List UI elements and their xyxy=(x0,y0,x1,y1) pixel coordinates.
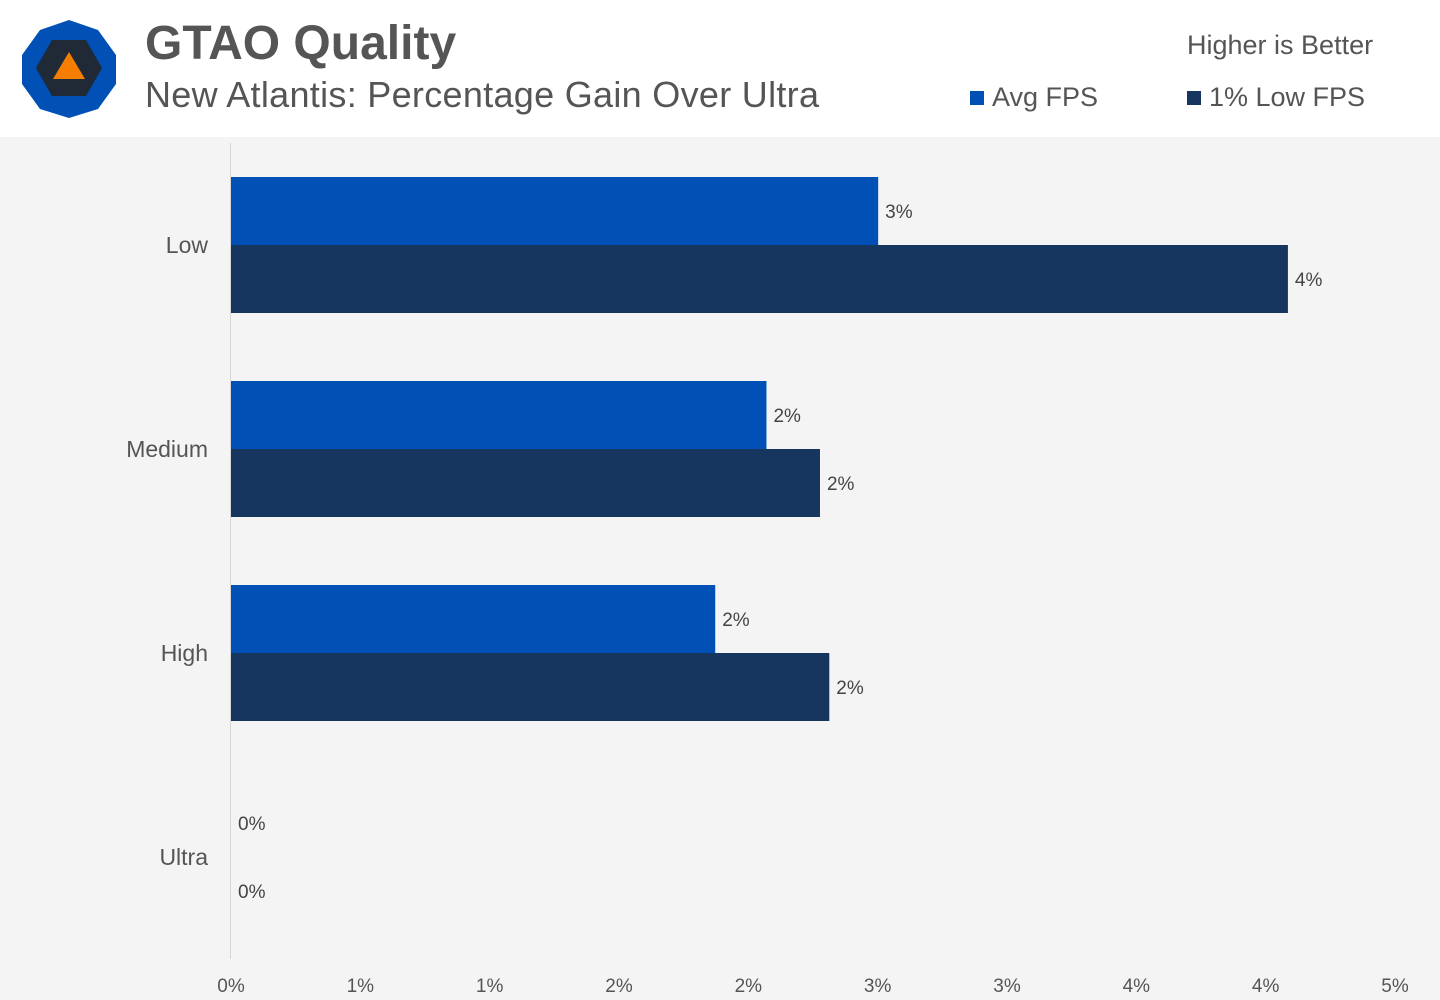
x-tick-label: 4% xyxy=(1252,976,1280,997)
data-label: 0% xyxy=(238,814,266,835)
data-label: 2% xyxy=(722,610,750,631)
chart-title: GTAO Quality xyxy=(145,17,457,70)
category-label: Medium xyxy=(126,436,208,462)
x-tick-label: 3% xyxy=(864,976,892,997)
bar-1-low-fps xyxy=(231,653,830,721)
category-label: Low xyxy=(166,232,209,258)
x-tick-label: 2% xyxy=(735,976,763,997)
legend-swatch-avg-fps xyxy=(970,90,984,105)
chart-subtitle: New Atlantis: Percentage Gain Over Ultra xyxy=(145,74,820,115)
legend-item-1pct-low-fps: 1% Low FPS xyxy=(1187,82,1365,113)
data-label: 3% xyxy=(885,202,913,223)
bar-avg-fps xyxy=(231,177,879,245)
x-tick-label: 0% xyxy=(217,976,245,997)
legend-swatch-1pct-low-fps xyxy=(1187,90,1201,105)
x-tick-label: 4% xyxy=(1123,976,1151,997)
data-label: 2% xyxy=(773,406,801,427)
data-label: 4% xyxy=(1295,270,1323,291)
legend-item-avg-fps: Avg FPS xyxy=(970,82,1098,113)
techspot-logo-icon xyxy=(22,20,116,118)
chart-header: GTAO Quality New Atlantis: Percentage Ga… xyxy=(0,0,1440,137)
bar-avg-fps xyxy=(231,381,767,449)
bar-1-low-fps xyxy=(231,245,1288,313)
data-label: 2% xyxy=(836,678,864,699)
bar-avg-fps xyxy=(231,585,716,653)
x-tick-label: 5% xyxy=(1381,976,1409,997)
category-label: High xyxy=(161,640,208,666)
legend-label: Avg FPS xyxy=(992,82,1099,112)
data-label: 0% xyxy=(238,882,266,903)
bar-1-low-fps xyxy=(231,449,820,517)
higher-is-better-note: Higher is Better xyxy=(1187,30,1374,60)
bar-chart: Low 3% 4% Medium 2% 2% High 2% 2% Ultra 0% 0% 0% 1% 1%… xyxy=(126,143,1409,997)
x-tick-label: 1% xyxy=(347,976,375,997)
x-tick-label: 1% xyxy=(476,976,504,997)
x-tick-label: 3% xyxy=(993,976,1021,997)
category-label: Ultra xyxy=(159,844,208,870)
data-label: 2% xyxy=(827,474,855,495)
x-tick-label: 2% xyxy=(605,976,633,997)
legend-label: 1% Low FPS xyxy=(1209,82,1366,112)
